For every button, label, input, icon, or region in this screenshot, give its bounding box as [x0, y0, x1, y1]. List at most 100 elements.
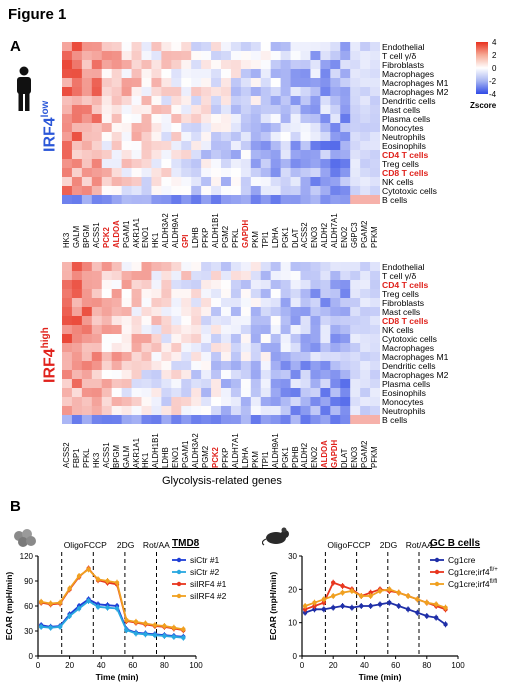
- zscore-tick: -4: [489, 90, 497, 99]
- heatmap-cell: [320, 186, 331, 196]
- heatmap-cell: [81, 159, 93, 169]
- heatmap-cell: [260, 397, 272, 407]
- heatmap-cell: [360, 51, 371, 61]
- heatmap-cell: [300, 159, 311, 169]
- heatmap-cell: [191, 343, 202, 353]
- heatmap-cell: [370, 307, 380, 317]
- heatmap-cell: [181, 298, 192, 308]
- heatmap-cell: [260, 60, 272, 70]
- heatmap-cell: [151, 289, 162, 299]
- gene-label: BPGM: [81, 225, 91, 248]
- heatmap-cell: [131, 352, 142, 362]
- data-point: [152, 632, 158, 638]
- heatmap-cell: [221, 105, 232, 115]
- heatmap-cell: [340, 78, 351, 88]
- y-axis-title: ECAR (mpH/min): [268, 572, 278, 641]
- gene-label: LDHA: [270, 227, 280, 248]
- heatmap-cell: [121, 141, 132, 151]
- heatmap-cell: [62, 271, 73, 281]
- heatmap-cell: [260, 123, 272, 133]
- gene-label: PFKP: [201, 227, 211, 248]
- heatmap-cell: [360, 379, 371, 389]
- heatmap-cell: [111, 307, 123, 317]
- heatmap-cell: [62, 334, 73, 344]
- heatmap-cell: [300, 141, 311, 151]
- heatmap-cell: [181, 379, 192, 389]
- heatmap-cell: [320, 87, 331, 97]
- heatmap-cell: [171, 42, 182, 52]
- heatmap-cell: [151, 42, 162, 52]
- heatmap-cell: [101, 105, 113, 115]
- zscore-colorbar: [476, 42, 488, 94]
- heatmap-cell: [211, 334, 222, 344]
- heatmap-cell: [101, 343, 113, 353]
- heatmap-cell: [250, 370, 262, 380]
- heatmap-cell: [171, 51, 182, 61]
- heatmap-cell: [270, 316, 282, 326]
- heatmap-cell: [240, 123, 252, 133]
- heatmap-cell: [191, 123, 202, 133]
- heatmap-cell: [280, 334, 291, 344]
- heatmap-cell: [320, 51, 331, 61]
- data-point: [359, 603, 364, 609]
- x-axis-title: Time (min): [359, 672, 402, 682]
- heatmap-cell: [141, 114, 152, 124]
- heatmap-cell: [250, 379, 262, 389]
- cell-type-label: CD4 T cells: [382, 279, 429, 290]
- heatmap-cell: [101, 262, 113, 272]
- heatmap-cell: [141, 406, 152, 416]
- heatmap-cell: [260, 271, 272, 281]
- heatmap-cell: [101, 51, 113, 61]
- heatmap-cell: [81, 141, 93, 151]
- heatmap-cell: [111, 334, 123, 344]
- heatmap-cell: [250, 150, 262, 160]
- heatmap-cell: [260, 177, 272, 187]
- heatmap-cell: [320, 168, 331, 178]
- heatmap-cell: [270, 87, 282, 97]
- heatmap-cell: [350, 141, 361, 151]
- heatmap-cell: [161, 150, 172, 160]
- heatmap-cell: [211, 388, 222, 398]
- heatmap-cell: [221, 397, 232, 407]
- heatmap-cell: [181, 159, 192, 169]
- heatmap-cell: [81, 271, 93, 281]
- heatmap-cell: [161, 334, 172, 344]
- heatmap-cell: [191, 298, 202, 308]
- heatmap-cell: [250, 298, 262, 308]
- heatmap-cell: [161, 262, 172, 272]
- heatmap-cell: [141, 316, 152, 326]
- heatmap-cell: [340, 186, 351, 196]
- heatmap-cell: [310, 388, 321, 398]
- heatmap-cell: [280, 388, 291, 398]
- heatmap-cell: [330, 105, 341, 115]
- heatmap-cell: [181, 316, 192, 326]
- heatmap-cell: [280, 361, 291, 371]
- heatmap-cell: [131, 69, 142, 79]
- gene-label: PDHB: [290, 446, 300, 468]
- heatmap-cell: [270, 132, 282, 142]
- data-point: [38, 599, 44, 605]
- zscore-tick: -2: [489, 77, 497, 86]
- data-point: [143, 632, 148, 637]
- cell-type-label: Macrophages M2: [382, 369, 449, 380]
- heatmap-cell: [300, 352, 311, 362]
- heatmap-cell: [230, 159, 242, 169]
- heatmap-cell: [250, 177, 262, 187]
- heatmap-cell: [141, 352, 152, 362]
- heatmap-cell: [71, 361, 83, 371]
- heatmap-cell: [62, 78, 73, 88]
- heatmap-cell: [131, 316, 142, 326]
- heatmap-cell: [280, 42, 291, 52]
- heatmap-cell: [290, 168, 301, 178]
- heatmap-cell: [111, 316, 123, 326]
- heatmap-cell: [310, 334, 321, 344]
- heatmap-cell: [250, 42, 262, 52]
- data-point: [76, 606, 82, 611]
- heatmap-cell: [151, 195, 162, 204]
- legend-label: Cg1cre;irf4fl/fl: [448, 579, 497, 589]
- heatmap-cell: [121, 195, 132, 204]
- heatmap-cell: [71, 298, 83, 308]
- heatmap-cell: [171, 132, 182, 142]
- heatmap-cell: [370, 159, 380, 169]
- heatmap-cell: [250, 307, 262, 317]
